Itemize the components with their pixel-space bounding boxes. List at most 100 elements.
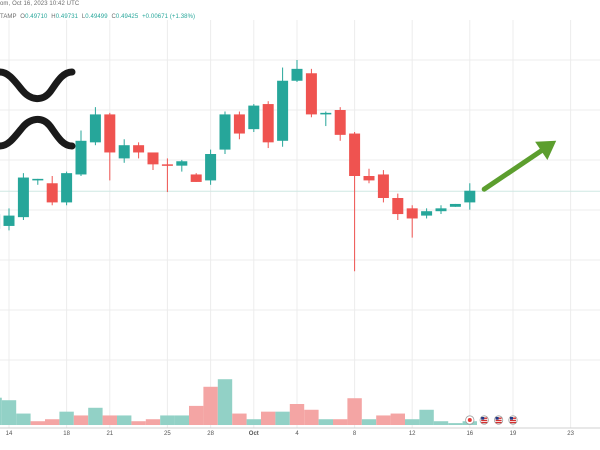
us-flag-icon[interactable]: [508, 415, 518, 425]
volume-bar: [261, 411, 276, 425]
us-flag-icon[interactable]: [479, 415, 489, 425]
trend-arrow: [481, 140, 557, 192]
candle: [406, 205, 418, 238]
ohlc-low-label: L: [81, 14, 86, 20]
x-tick-label: 25: [164, 431, 171, 437]
volume-bar: [217, 379, 233, 425]
flag-canton: [495, 417, 499, 420]
candle: [104, 112, 116, 181]
candle-body: [262, 104, 274, 143]
volume-bar: [390, 413, 405, 425]
candle-body: [233, 114, 245, 134]
x-tick-label: 19: [510, 431, 517, 437]
volume-bar: [88, 407, 103, 425]
flag-stripe: [510, 422, 516, 424]
candle: [363, 168, 375, 184]
volume-bar: [232, 413, 247, 425]
volume-bar: [174, 415, 189, 425]
x-tick-label: 4: [295, 431, 299, 437]
trend-arrow-head: [535, 140, 557, 160]
candle-body: [377, 174, 389, 198]
candle-body: [435, 208, 447, 212]
xrp-logo-bottom-chevron: [0, 116, 76, 150]
candle: [61, 171, 73, 206]
price-candles: [0, 60, 476, 272]
volume-bar: [419, 409, 434, 425]
candle: [392, 193, 404, 220]
volume-bar: [333, 419, 348, 425]
candle: [32, 178, 44, 185]
volume-bar: [160, 415, 175, 425]
ohlc-open-value: 0.49710: [25, 14, 48, 20]
event-flag-icon[interactable]: [465, 415, 475, 425]
candle-body: [334, 110, 346, 135]
us-flag-icon[interactable]: [493, 415, 504, 425]
candle-body: [320, 112, 332, 115]
candle-body: [61, 173, 73, 203]
candle-body: [190, 174, 202, 182]
symbol-label: TAMP: [0, 14, 17, 20]
flag-stripe: [495, 422, 502, 424]
chart-header: om, Oct 16, 2023 10:42 UTC TAMP O0.49710…: [0, 0, 600, 24]
volume-bar: [275, 411, 290, 425]
candle-body: [118, 145, 130, 159]
ohlc-close-value: 0.49425: [115, 14, 139, 20]
ohlc-change: +0.00671 (+1.38%): [142, 14, 196, 20]
candle-body: [205, 154, 217, 181]
candle: [219, 111, 231, 154]
volume-bar: [361, 419, 377, 425]
x-axis-ticks: 14 18 21 25 28 Oct 4 8 12 16 19 23: [6, 431, 575, 437]
xrp-logo-icon: [0, 68, 76, 150]
header-source-time: om, Oct 16, 2023 10:42 UTC: [0, 1, 79, 7]
volume-bar: [304, 409, 319, 425]
candle: [176, 159, 188, 172]
candle-body: [277, 80, 289, 141]
x-tick-label: 8: [353, 431, 357, 437]
volume-bar: [145, 419, 161, 425]
ohlc-high-value: 0.49731: [55, 14, 79, 20]
ohlc-open-label: O: [20, 14, 26, 20]
flag-stripe: [481, 422, 488, 424]
candle: [133, 142, 145, 159]
header-ohlc: TAMP O0.49710 H0.49731 L0.49499 C0.49425…: [0, 14, 195, 20]
candle: [233, 111, 245, 140]
volume-bar: [448, 423, 463, 425]
x-tick-label: 14: [6, 431, 13, 437]
volume-bar: [289, 404, 305, 425]
volume-bar: [45, 419, 60, 425]
volume-bar: [16, 413, 31, 425]
volume-bar: [117, 415, 132, 425]
ohlc-close-label: C: [111, 14, 116, 20]
x-tick-label: 28: [207, 431, 214, 437]
x-tick-label: 21: [106, 431, 113, 437]
flag-dot: [467, 418, 472, 422]
candle: [89, 107, 101, 146]
flag-canton: [510, 417, 513, 420]
volume-bar: [189, 405, 204, 425]
candle-body: [133, 145, 145, 153]
x-tick-label: 23: [567, 431, 574, 437]
candle-body: [291, 68, 303, 81]
candle-body: [75, 140, 87, 175]
candle-body: [3, 215, 15, 226]
candle-body: [89, 114, 101, 143]
candle: [75, 130, 87, 176]
candle: [3, 208, 15, 231]
ohlc-low-value: 0.49499: [85, 14, 108, 20]
candle: [147, 152, 159, 171]
candle-body: [46, 183, 58, 203]
volume-bar: [203, 386, 218, 425]
flag-stripe: [510, 419, 516, 422]
xrp-logo-top-chevron: [0, 68, 76, 102]
x-tick-label: 16: [466, 431, 473, 437]
volume-bar: [246, 419, 261, 425]
candle: [435, 205, 447, 215]
candle-body: [104, 114, 116, 153]
candle-body: [161, 164, 173, 166]
candle: [17, 173, 29, 220]
candle: [449, 203, 461, 207]
candle-body: [176, 161, 188, 166]
candle-body: [305, 73, 317, 115]
candle: [118, 139, 130, 163]
